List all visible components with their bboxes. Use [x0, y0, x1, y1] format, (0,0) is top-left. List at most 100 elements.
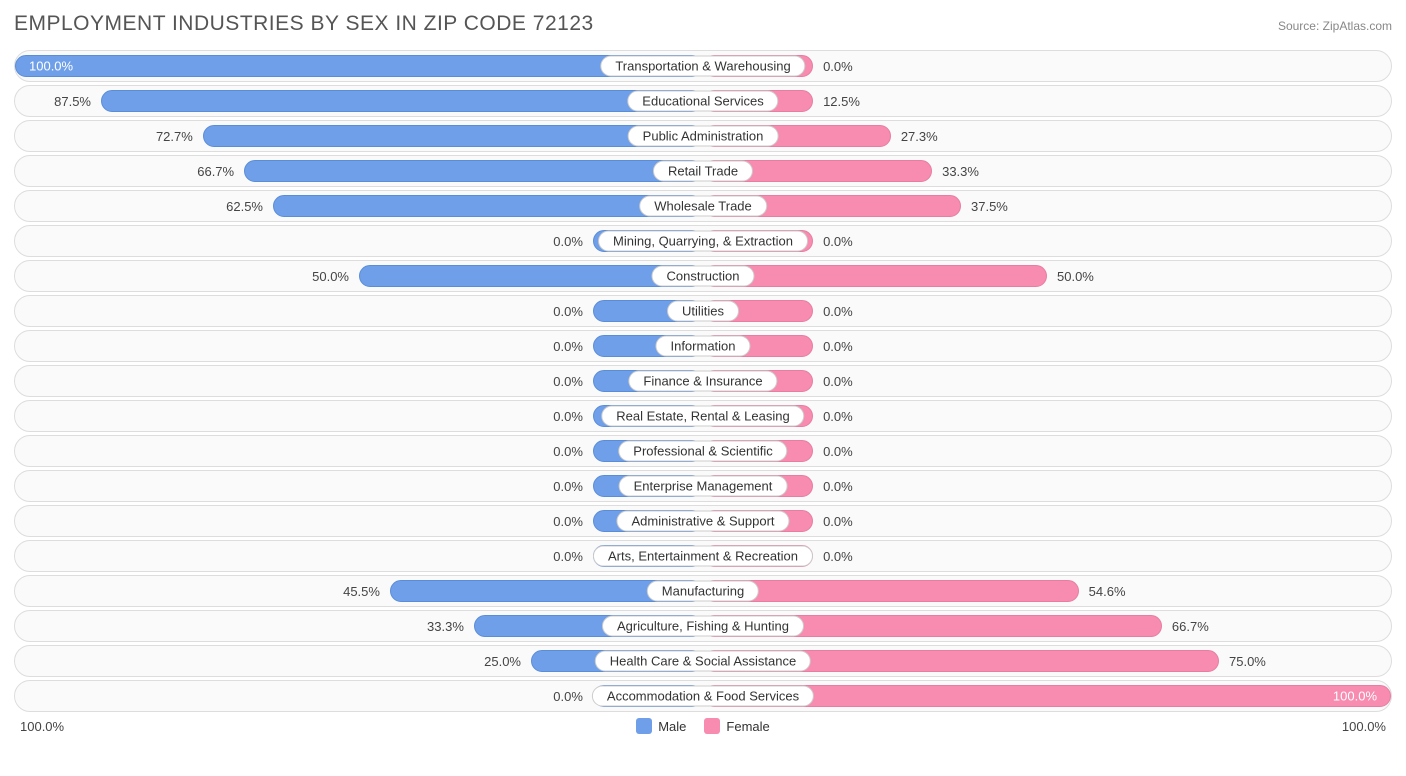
- female-half: 33.3%: [703, 156, 1391, 186]
- female-half: 0.0%: [703, 331, 1391, 361]
- chart-row: 0.0%0.0%Information: [14, 330, 1392, 362]
- chart-row: 87.5% 12.5% Educational Services: [14, 85, 1392, 117]
- category-label: Health Care & Social Assistance: [595, 651, 811, 672]
- category-label: Administrative & Support: [616, 511, 789, 532]
- female-half: 37.5%: [703, 191, 1391, 221]
- male-half: 72.7%: [15, 121, 703, 151]
- chart-row: 0.0%0.0%Utilities: [14, 295, 1392, 327]
- female-pct-label: 0.0%: [823, 549, 853, 564]
- male-pct-label: 87.5%: [54, 94, 91, 109]
- male-half: 33.3%: [15, 611, 703, 641]
- male-pct-label: 62.5%: [226, 199, 263, 214]
- chart-row: 62.5%37.5%Wholesale Trade: [14, 190, 1392, 222]
- female-pct-label: 33.3%: [942, 164, 979, 179]
- male-pct-label: 100.0%: [29, 59, 73, 74]
- male-pct-label: 0.0%: [553, 689, 583, 704]
- female-half: 0.0%: [703, 51, 1391, 81]
- legend-female: Female: [704, 718, 769, 734]
- female-half: 0.0%: [703, 401, 1391, 431]
- male-pct-label: 0.0%: [553, 514, 583, 529]
- male-half: 0.0%: [15, 471, 703, 501]
- category-label: Manufacturing: [647, 581, 759, 602]
- category-label: Finance & Insurance: [628, 371, 777, 392]
- diverging-bar-chart: 100.0%0.0%Transportation & Warehousing87…: [14, 50, 1392, 712]
- female-half: 12.5%: [703, 86, 1391, 116]
- female-pct-label: 0.0%: [823, 444, 853, 459]
- female-pct-label: 100.0%: [1333, 689, 1377, 704]
- chart-row: 45.5%54.6%Manufacturing: [14, 575, 1392, 607]
- female-pct-label: 75.0%: [1229, 654, 1266, 669]
- male-pct-label: 25.0%: [484, 654, 521, 669]
- male-pct-label: 72.7%: [156, 129, 193, 144]
- female-half: 0.0%: [703, 366, 1391, 396]
- chart-row: 25.0% 75.0% Health Care & Social Assistanc…: [14, 645, 1392, 677]
- female-half: 0.0%: [703, 471, 1391, 501]
- chart-row: 33.3% 66.7% Agriculture, Fishing & Hunting: [14, 610, 1392, 642]
- male-pct-label: 0.0%: [553, 549, 583, 564]
- female-pct-label: 0.0%: [823, 59, 853, 74]
- male-half: 0.0%: [15, 506, 703, 536]
- female-half: 54.6%: [703, 576, 1391, 606]
- category-label: Mining, Quarrying, & Extraction: [598, 231, 808, 252]
- axis-right-label: 100.0%: [1342, 719, 1386, 734]
- category-label: Educational Services: [627, 91, 778, 112]
- female-pct-label: 0.0%: [823, 234, 853, 249]
- male-pct-label: 0.0%: [553, 234, 583, 249]
- chart-row: 0.0% 0.0% Mining, Quarrying, & Extraction: [14, 225, 1392, 257]
- category-label: Agriculture, Fishing & Hunting: [602, 616, 804, 637]
- female-bar: [703, 580, 1079, 602]
- chart-row: 72.7% 27.3% Public Administration: [14, 120, 1392, 152]
- category-label: Enterprise Management: [619, 476, 788, 497]
- category-label: Construction: [652, 266, 755, 287]
- male-half: 0.0%: [15, 401, 703, 431]
- male-pct-label: 50.0%: [312, 269, 349, 284]
- female-pct-label: 0.0%: [823, 304, 853, 319]
- chart-footer: 100.0% Male Female 100.0%: [14, 718, 1392, 734]
- chart-row: 0.0% 0.0% Real Estate, Rental & Leasing: [14, 400, 1392, 432]
- male-half: 62.5%: [15, 191, 703, 221]
- header: EMPLOYMENT INDUSTRIES BY SEX IN ZIP CODE…: [14, 12, 1392, 36]
- male-half: 0.0%: [15, 296, 703, 326]
- male-bar: [244, 160, 703, 182]
- female-pct-label: 12.5%: [823, 94, 860, 109]
- female-pct-label: 0.0%: [823, 409, 853, 424]
- chart-title: EMPLOYMENT INDUSTRIES BY SEX IN ZIP CODE…: [14, 12, 594, 36]
- female-pct-label: 27.3%: [901, 129, 938, 144]
- male-pct-label: 0.0%: [553, 339, 583, 354]
- male-half: 0.0%: [15, 436, 703, 466]
- chart-row: 0.0%0.0%Finance & Insurance: [14, 365, 1392, 397]
- chart-row: 0.0%100.0%Accommodation & Food Services: [14, 680, 1392, 712]
- legend-male: Male: [636, 718, 686, 734]
- male-pct-label: 0.0%: [553, 444, 583, 459]
- female-pct-label: 0.0%: [823, 514, 853, 529]
- category-label: Public Administration: [628, 126, 779, 147]
- female-half: 50.0%: [703, 261, 1391, 291]
- female-half: 27.3%: [703, 121, 1391, 151]
- axis-left-label: 100.0%: [20, 719, 64, 734]
- chart-row: 0.0% 0.0% Professional & Scientific: [14, 435, 1392, 467]
- male-half: 0.0%: [15, 366, 703, 396]
- male-half: 50.0%: [15, 261, 703, 291]
- chart-row: 66.7% 33.3% Retail Trade: [14, 155, 1392, 187]
- chart-row: 0.0% 0.0% Administrative & Support: [14, 505, 1392, 537]
- male-pct-label: 0.0%: [553, 409, 583, 424]
- male-swatch: [636, 718, 652, 734]
- source-label: Source: ZipAtlas.com: [1278, 19, 1392, 33]
- category-label: Professional & Scientific: [618, 441, 787, 462]
- female-half: 0.0%: [703, 506, 1391, 536]
- legend-male-label: Male: [658, 719, 686, 734]
- male-bar: [101, 90, 703, 112]
- male-pct-label: 66.7%: [197, 164, 234, 179]
- male-pct-label: 0.0%: [553, 374, 583, 389]
- chart-row: 100.0%0.0%Transportation & Warehousing: [14, 50, 1392, 82]
- female-half: 0.0%: [703, 296, 1391, 326]
- male-half: 0.0%: [15, 331, 703, 361]
- female-bar: [703, 265, 1047, 287]
- male-half: 66.7%: [15, 156, 703, 186]
- category-label: Information: [655, 336, 750, 357]
- legend: Male Female: [636, 718, 770, 734]
- male-pct-label: 33.3%: [427, 619, 464, 634]
- female-pct-label: 66.7%: [1172, 619, 1209, 634]
- category-label: Real Estate, Rental & Leasing: [601, 406, 804, 427]
- category-label: Retail Trade: [653, 161, 753, 182]
